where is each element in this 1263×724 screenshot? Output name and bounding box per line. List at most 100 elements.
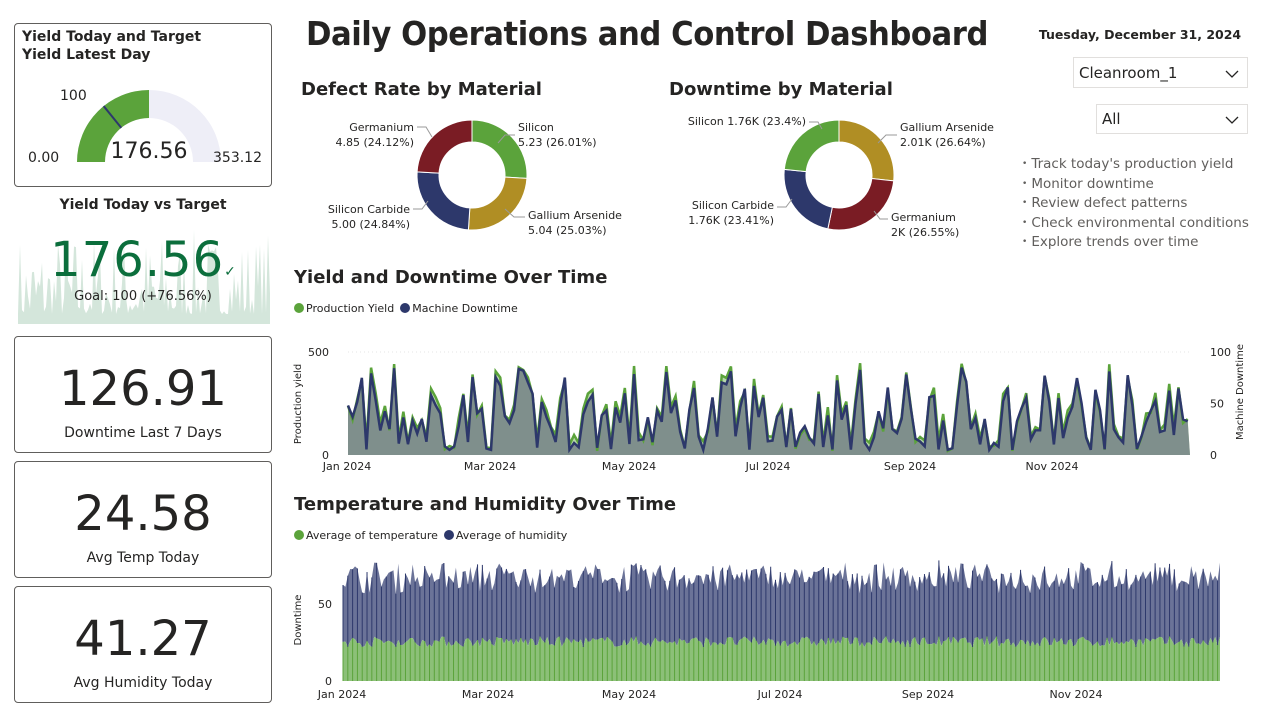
x-tick-label: Sep 2024 — [884, 460, 936, 473]
slice-name: Silicon Carbide — [692, 199, 774, 212]
kpi-label: Avg Humidity Today — [73, 675, 213, 691]
y2-axis-label: Machine Downtime — [1235, 344, 1246, 440]
y-tick-label: 0 — [322, 449, 329, 462]
slice-value: 5.04 (25.03%) — [528, 224, 607, 237]
y-tick-label: 0 — [325, 675, 332, 688]
gauge-target-label: 100 — [60, 88, 87, 104]
yield-chart-title: Yield and Downtime Over Time — [294, 267, 608, 288]
temp-chart-title: Temperature and Humidity Over Time — [294, 494, 677, 515]
donut-slice[interactable] — [467, 176, 528, 231]
slice-name: Silicon — [518, 121, 554, 134]
chevron-down-icon — [1225, 64, 1239, 82]
check-icon: ✓ — [224, 264, 236, 280]
cleanroom-dropdown[interactable]: Cleanroom_1 — [1073, 57, 1248, 88]
leader-line — [413, 200, 429, 210]
slice-name: Germanium — [891, 211, 956, 224]
x-tick-label: Jul 2024 — [745, 460, 791, 473]
notes-list: Track today's production yield Monitor d… — [1022, 155, 1249, 253]
x-tick-label: Mar 2024 — [462, 688, 514, 701]
gauge-chart: 0.00 100 353.12 176.56 — [28, 88, 262, 166]
page-title: Daily Operations and Control Dashboard — [306, 14, 988, 53]
x-tick-label: Nov 2024 — [1026, 460, 1079, 473]
legend-item[interactable]: Average of humidity — [443, 529, 567, 542]
x-tick-label: Mar 2024 — [464, 460, 516, 473]
slice-value: 5.00 (24.84%) — [331, 218, 410, 231]
chevron-down-icon — [1225, 110, 1239, 128]
donut-slice[interactable] — [416, 119, 473, 174]
kpi-value: 24.58 — [74, 486, 212, 542]
current-date: Tuesday, December 31, 2024 — [1038, 27, 1242, 42]
cleanroom-selected: Cleanroom_1 — [1079, 63, 1178, 82]
y-axis-label: Downtime — [293, 595, 304, 646]
kpi-value: 41.27 — [74, 611, 212, 667]
leader-line — [809, 121, 823, 130]
x-tick-label: Nov 2024 — [1050, 688, 1103, 701]
legend-item[interactable]: Average of temperature — [294, 529, 438, 542]
x-tick-label: May 2024 — [602, 688, 656, 701]
slice-name: Germanium — [349, 121, 414, 134]
y2-tick-label: 0 — [1210, 449, 1217, 462]
kpi-card-downtime: 126.91 Downtime Last 7 Days — [14, 336, 272, 453]
note-item: Review defect patterns — [1022, 194, 1249, 214]
donut-slice[interactable] — [783, 168, 833, 230]
kpi-card-humidity: 41.27 Avg Humidity Today — [14, 586, 272, 703]
slice-name: Gallium Arsenide — [900, 121, 994, 134]
temp-chart-legend: Average of temperature Average of humidi… — [294, 529, 567, 542]
gauge-max-label: 353.12 — [213, 150, 262, 166]
goal-kpi-goal-text: Goal: 100 (+76.56%) — [74, 289, 212, 304]
y2-tick-label: 100 — [1210, 346, 1231, 359]
slice-value: 5.23 (26.01%) — [518, 136, 597, 149]
leader-line — [877, 134, 897, 144]
downtime-chart-title: Downtime by Material — [669, 79, 893, 100]
y-tick-label: 50 — [318, 598, 332, 611]
series-area-humidity — [343, 560, 1220, 648]
legend-item[interactable]: Production Yield — [294, 302, 394, 315]
slice-value: 2K (26.55%) — [891, 226, 959, 239]
note-item: Monitor downtime — [1022, 175, 1249, 195]
kpi-value: 126.91 — [59, 361, 227, 417]
material-dropdown[interactable]: All — [1096, 104, 1248, 134]
leader-line — [777, 198, 793, 208]
leader-line — [417, 126, 433, 138]
leader-line — [504, 208, 525, 218]
temp-humidity-area-chart: Downtime 0 50 Jan 2024 Mar 2024 May 2024 Jul 2… — [293, 560, 1220, 701]
donut-slice[interactable] — [827, 177, 895, 231]
slice-name: Gallium Arsenide — [528, 209, 622, 222]
x-tick-label: Jan 2024 — [322, 460, 371, 473]
y-axis-label: Production yield — [293, 364, 304, 444]
kpi-label: Downtime Last 7 Days — [64, 425, 222, 441]
leader-line — [497, 134, 515, 144]
donut-slice[interactable] — [838, 119, 895, 182]
series-area-machine-downtime — [348, 367, 1190, 455]
slice-value: 1.76K (23.41%) — [688, 214, 774, 227]
gauge-title: Yield Today and Target Yield Latest Day — [22, 29, 202, 63]
gauge-min-label: 0.00 — [28, 150, 59, 166]
slice-value: 4.85 (24.12%) — [335, 136, 414, 149]
donut-slice[interactable] — [783, 119, 840, 173]
slice-name: Silicon 1.76K (23.4%) — [688, 115, 806, 128]
goal-kpi-value: 176.56 — [50, 232, 225, 288]
goal-kpi-title: Yield Today vs Target — [59, 197, 227, 213]
defect-rate-donut: Silicon 5.23 (26.01%) Gallium Arsenide 5.04… — [328, 119, 622, 237]
note-item: Track today's production yield — [1022, 155, 1249, 175]
downtime-donut: Gallium Arsenide 2.01K (26.64%) Germanium 2… — [688, 115, 994, 239]
x-tick-label: Jan 2024 — [317, 688, 366, 701]
gauge-fill — [77, 90, 149, 162]
x-tick-label: May 2024 — [602, 460, 656, 473]
y2-tick-label: 50 — [1210, 398, 1224, 411]
sparkline-area — [18, 229, 270, 324]
kpi-card-temp: 24.58 Avg Temp Today — [14, 461, 272, 578]
y-tick-label: 500 — [308, 346, 329, 359]
leader-line — [873, 210, 888, 220]
x-tick-label: Sep 2024 — [902, 688, 954, 701]
yield-chart-legend: Production Yield Machine Downtime — [294, 302, 518, 315]
goal-kpi-sparkline — [18, 229, 270, 324]
donut-slice[interactable] — [416, 171, 471, 231]
series-area-temperature — [343, 636, 1220, 681]
slice-name: Silicon Carbide — [328, 203, 410, 216]
slice-value: 2.01K (26.64%) — [900, 136, 986, 149]
yield-downtime-line-chart: Production yield Machine Downtime 0 500 0 50 1… — [293, 344, 1246, 473]
x-tick-label: Jul 2024 — [757, 688, 803, 701]
legend-item[interactable]: Machine Downtime — [400, 302, 518, 315]
gauge-value: 176.56 — [111, 139, 188, 164]
